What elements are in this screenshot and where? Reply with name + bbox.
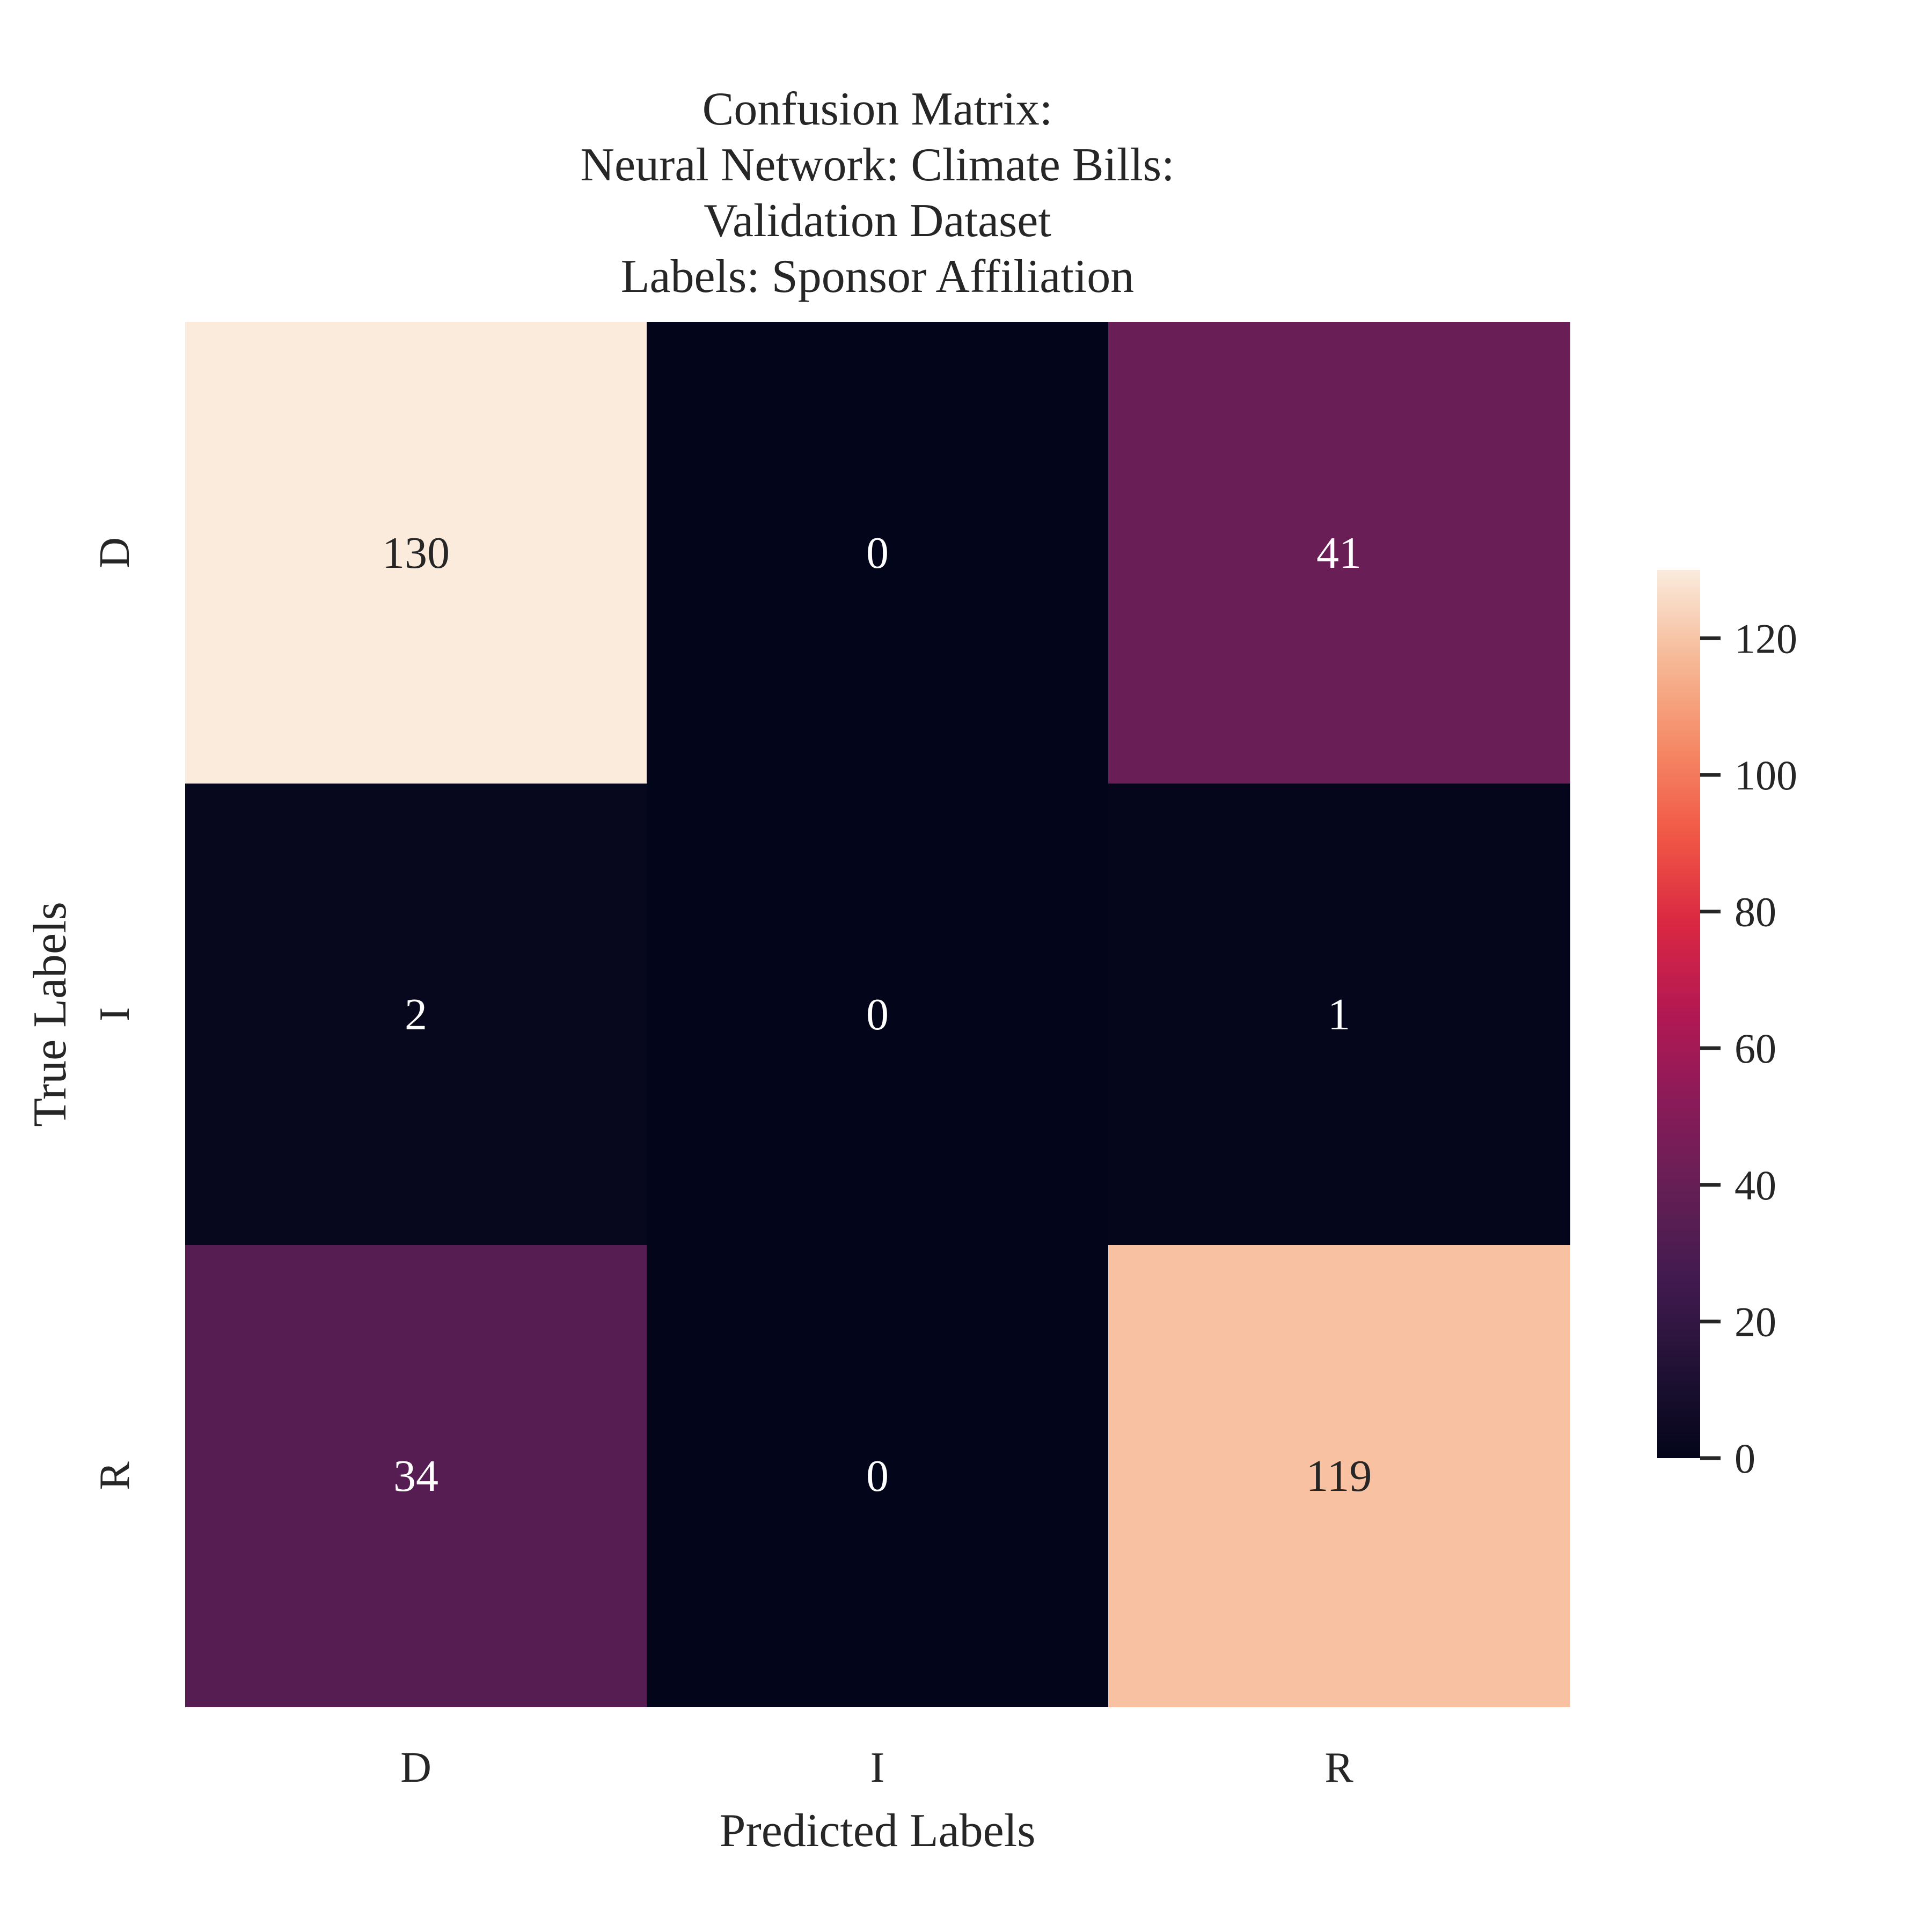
chart-title-line-4: Labels: Sponsor Affiliation [621, 251, 1135, 303]
colorbar-tick-label-100: 100 [1735, 752, 1797, 799]
y-axis-tick-labels: D I R [91, 537, 138, 1490]
heatmap-cell-R-I [647, 1245, 1109, 1707]
cell-value-I-D: 2 [405, 990, 427, 1040]
colorbar-tick-label-120: 120 [1735, 615, 1797, 662]
colorbar-gradient [1657, 570, 1700, 1458]
x-tick-label-D: D [400, 1744, 431, 1791]
colorbar-tick-label-60: 60 [1735, 1025, 1776, 1072]
heatmap-cell-R-R [1108, 1245, 1570, 1707]
cell-value-D-I: 0 [866, 528, 889, 578]
heatmap-cell-I-R [1108, 784, 1570, 1246]
chart-title-line-1: Confusion Matrix: [702, 83, 1053, 135]
x-tick-label-R: R [1324, 1744, 1353, 1791]
y-tick-label-D: D [91, 537, 138, 568]
heatmap-cell-I-I [647, 784, 1109, 1246]
colorbar-ticks: 0 20 40 60 80 100 120 [1700, 615, 1797, 1482]
y-tick-label-I: I [91, 1007, 138, 1022]
cell-value-D-R: 41 [1316, 528, 1362, 578]
heatmap-cells [185, 322, 1570, 1707]
cell-value-R-I: 0 [866, 1451, 889, 1501]
cell-value-I-I: 0 [866, 990, 889, 1040]
heatmap-cell-D-I [647, 322, 1109, 784]
heatmap-cell-I-D [185, 784, 647, 1246]
colorbar-tick-label-80: 80 [1735, 889, 1776, 935]
colorbar: 0 20 40 60 80 100 120 [1657, 570, 1797, 1482]
cell-value-R-D: 34 [393, 1451, 438, 1501]
y-tick-label-R: R [91, 1461, 138, 1490]
cell-value-labels: 130 0 41 2 0 1 34 0 119 [382, 528, 1372, 1501]
colorbar-tick-label-0: 0 [1735, 1435, 1755, 1482]
heatmap-cell-R-D [185, 1245, 647, 1707]
cell-value-I-R: 1 [1328, 990, 1350, 1040]
cell-value-R-R: 119 [1306, 1451, 1372, 1501]
colorbar-tick-label-20: 20 [1735, 1298, 1776, 1345]
y-axis-title: True Labels [24, 902, 76, 1127]
x-axis-title: Predicted Labels [720, 1805, 1036, 1857]
x-tick-label-I: I [870, 1744, 885, 1791]
chart-title: Confusion Matrix: Neural Network: Climat… [580, 83, 1174, 303]
cell-value-D-D: 130 [382, 528, 450, 578]
colorbar-tick-label-40: 40 [1735, 1162, 1776, 1209]
heatmap-cell-D-D [185, 322, 647, 784]
chart-title-line-2: Neural Network: Climate Bills: [580, 139, 1174, 191]
heatmap-cell-D-R [1108, 322, 1570, 784]
chart-title-line-3: Validation Dataset [704, 195, 1051, 247]
